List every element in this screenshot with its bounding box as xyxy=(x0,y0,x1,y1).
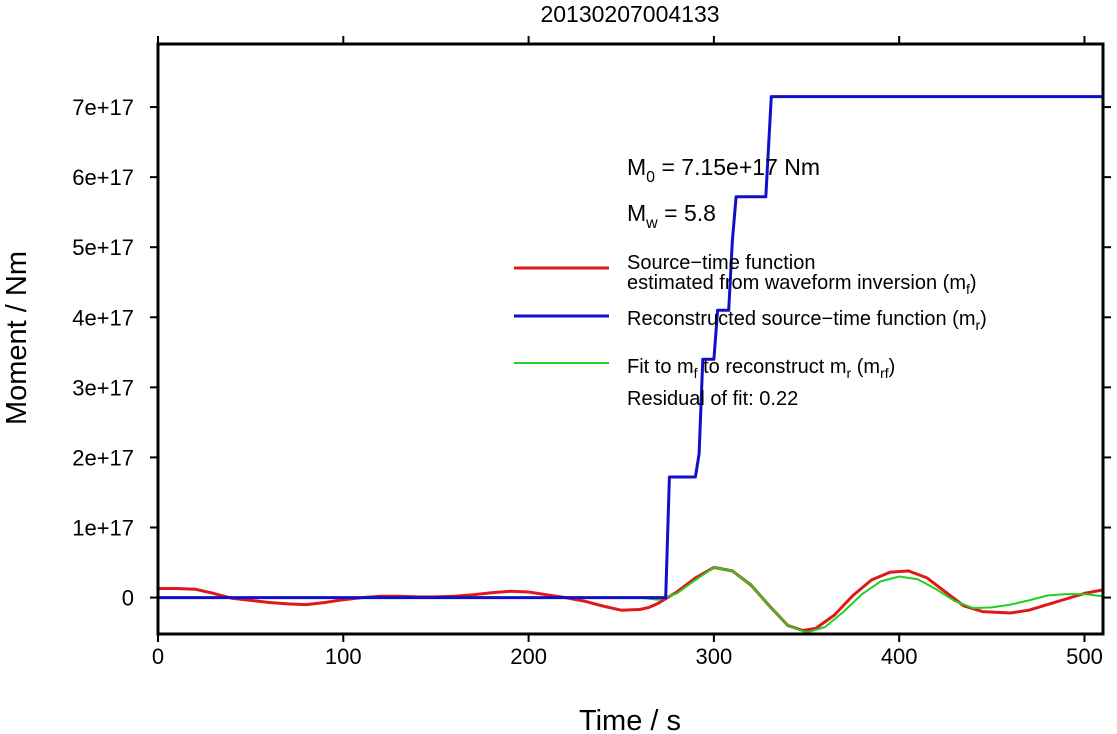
y-axis-label: Moment / Nm xyxy=(1,251,33,425)
legend-label-mf-line2: estimated from waveform inversion (mf) xyxy=(627,272,977,297)
series-line-mf xyxy=(158,565,1103,632)
y-tick-label: 5e+17 xyxy=(72,235,134,260)
legend-label-mf-line1: Source−time function xyxy=(627,252,815,274)
y-tick-label: 0 xyxy=(122,586,134,611)
x-tick-label: 400 xyxy=(881,644,918,669)
y-tick-label: 2e+17 xyxy=(72,445,134,470)
x-tick-label: 200 xyxy=(510,644,547,669)
y-tick-label: 1e+17 xyxy=(72,515,134,540)
x-tick-label: 100 xyxy=(325,644,362,669)
x-tick-label: 0 xyxy=(152,644,164,669)
legend: Source−time function estimated from wave… xyxy=(514,252,987,410)
x-axis-label: Time / s xyxy=(579,705,681,734)
y-tick-label: 4e+17 xyxy=(72,305,134,330)
ticks-layer: 0 100 200 300 400 500 0 1e+17 2e+17 3e+17 4e+17 5e+… xyxy=(72,36,1111,669)
legend-label-mrf: Fit to mf to reconstruct mr (mrf) xyxy=(627,356,895,381)
series-layer xyxy=(158,95,1103,634)
moment-magnitude-annotation: Mw = 5.8 xyxy=(627,200,716,232)
series-line-mr xyxy=(158,95,1103,600)
x-tick-label: 500 xyxy=(1066,644,1103,669)
seismic-moment-annotation: M0 = 7.15e+17 Nm xyxy=(627,154,820,186)
residual-annotation: Residual of fit: 0.22 xyxy=(627,388,798,410)
x-tick-label: 300 xyxy=(696,644,733,669)
chart-title: 20130207004133 xyxy=(540,1,719,27)
plot-frame xyxy=(156,42,1105,636)
y-tick-label: 3e+17 xyxy=(72,375,134,400)
legend-label-mr: Reconstructed source−time function (mr) xyxy=(627,308,987,333)
series-line-mrf xyxy=(158,566,1103,634)
y-tick-label: 6e+17 xyxy=(72,165,134,190)
y-tick-label: 7e+17 xyxy=(72,95,134,120)
